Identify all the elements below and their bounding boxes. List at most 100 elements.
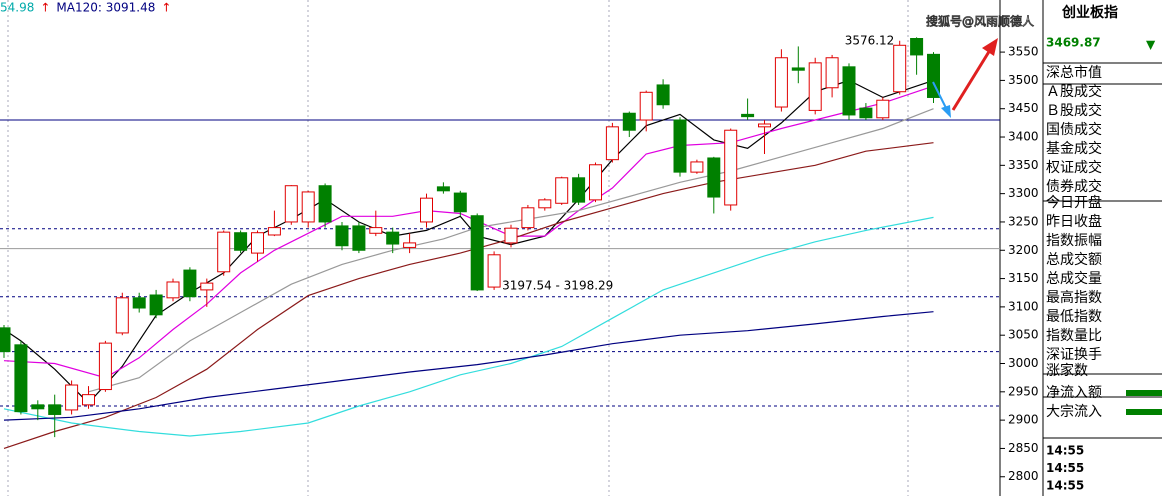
candle-body <box>504 227 518 244</box>
candle-body <box>470 215 484 291</box>
annotation: 3197.54 - 3198.29 <box>502 278 613 292</box>
blue-arrow-head <box>941 105 951 118</box>
candle-body <box>284 185 298 223</box>
panel-row-label: 权证成交 <box>1046 159 1102 176</box>
candle-body <box>910 38 924 56</box>
panel-row-label: Ｂ股成交 <box>1046 102 1102 119</box>
candle-body <box>927 53 940 98</box>
moving-average <box>3 142 934 449</box>
panel-row-label: 昨日收盘 <box>1046 213 1102 230</box>
panel-row-label: 涨家数 <box>1046 362 1088 379</box>
candle-body <box>555 177 569 204</box>
candle-body <box>690 161 704 173</box>
candle-body <box>774 57 788 108</box>
watermark: 搜狐号@风雨顺德人 <box>926 14 1034 29</box>
flow-bar <box>1126 390 1162 396</box>
blue-arrow <box>932 81 948 111</box>
panel-row-label: 总成交额 <box>1046 251 1102 268</box>
y-tick-label: 3050 <box>1008 328 1039 342</box>
candle-body <box>741 113 755 118</box>
candle-body <box>82 394 95 406</box>
panel-row-label: 指数量比 <box>1046 328 1102 344</box>
ma-legend: ↑ <box>40 1 50 15</box>
candle-body <box>487 254 501 288</box>
candle-body <box>724 129 738 206</box>
y-tick-label: 3300 <box>1008 186 1039 200</box>
y-tick-label: 3400 <box>1008 130 1039 144</box>
candle-body <box>893 44 907 93</box>
panel-row-label: 债券成交 <box>1046 178 1102 195</box>
candle-body <box>267 227 281 236</box>
candle-body <box>436 186 450 192</box>
panel-row-label: 总成交量 <box>1046 270 1102 287</box>
candle-body <box>808 62 822 111</box>
panel-price: 3469.87 <box>1046 36 1101 50</box>
flow-bar <box>1126 409 1162 415</box>
y-tick-label: 3250 <box>1008 214 1039 228</box>
candle-body <box>251 232 264 254</box>
candle-body <box>115 297 129 334</box>
candle-body <box>605 126 619 161</box>
y-tick-label: 3450 <box>1008 101 1039 115</box>
candle-body <box>48 404 62 415</box>
candle-body <box>234 232 248 251</box>
candle-body <box>369 227 383 234</box>
panel-row-label: 指数振幅 <box>1046 233 1102 249</box>
candle-body <box>132 297 146 309</box>
candle-body <box>0 327 11 353</box>
candle-body <box>31 404 45 410</box>
y-tick-label: 2900 <box>1008 413 1039 427</box>
y-tick-label: 3100 <box>1008 299 1039 313</box>
candle-body <box>842 66 856 116</box>
y-tick-label: 3500 <box>1008 73 1039 87</box>
ma-legend: ↑ <box>161 1 171 15</box>
panel-row-label: 基金成交 <box>1046 140 1102 157</box>
candle-body <box>166 281 180 299</box>
candle-body <box>656 84 670 106</box>
candle-body <box>707 157 721 198</box>
y-tick-label: 3000 <box>1008 356 1039 370</box>
panel-direction: ▼ <box>1146 38 1156 52</box>
y-tick-label: 3350 <box>1008 158 1039 172</box>
candle-body <box>859 107 873 119</box>
candle-body <box>589 164 602 201</box>
y-tick-label: 3200 <box>1008 243 1039 257</box>
candle-body <box>403 242 417 248</box>
candle-body <box>149 294 163 316</box>
candle-body <box>572 177 586 203</box>
y-tick-label: 3150 <box>1008 271 1039 285</box>
candle-body <box>758 123 771 128</box>
panel-time: 14:55 <box>1046 479 1084 493</box>
candle-body <box>183 269 197 298</box>
y-tick-label: 2950 <box>1008 384 1039 398</box>
moving-average <box>3 311 934 421</box>
candle-body <box>14 344 28 413</box>
candle-body <box>318 185 332 223</box>
candle-body <box>301 191 315 223</box>
annotation: 3576.12 <box>845 33 895 47</box>
panel-row-label: 最低指数 <box>1046 309 1102 325</box>
candle-body <box>217 231 231 273</box>
panel-row-label: 今日开盘 <box>1046 194 1102 211</box>
ma-legend: 54.98 <box>0 1 34 15</box>
panel-title: 创业板指 <box>1061 4 1118 21</box>
moving-average <box>3 216 934 437</box>
candle-body <box>200 282 214 291</box>
moving-average <box>3 79 934 404</box>
candle-body <box>453 192 467 213</box>
candle-body <box>825 57 839 89</box>
candle-body <box>352 225 366 251</box>
panel-row-label: 深总市值 <box>1046 64 1102 81</box>
panel-row-label: 国债成交 <box>1046 121 1102 138</box>
candle-body <box>673 119 687 173</box>
panel-row-label: Ａ股成交 <box>1046 83 1102 100</box>
y-tick-label: 2850 <box>1008 441 1039 455</box>
candle-body <box>622 112 636 131</box>
panel-row-label: 最高指数 <box>1046 289 1102 306</box>
red-arrow-head <box>982 38 998 56</box>
y-tick-label: 3550 <box>1008 45 1039 59</box>
panel-time: 14:55 <box>1046 444 1084 458</box>
candle-body <box>386 231 400 245</box>
candle-body <box>538 199 552 209</box>
